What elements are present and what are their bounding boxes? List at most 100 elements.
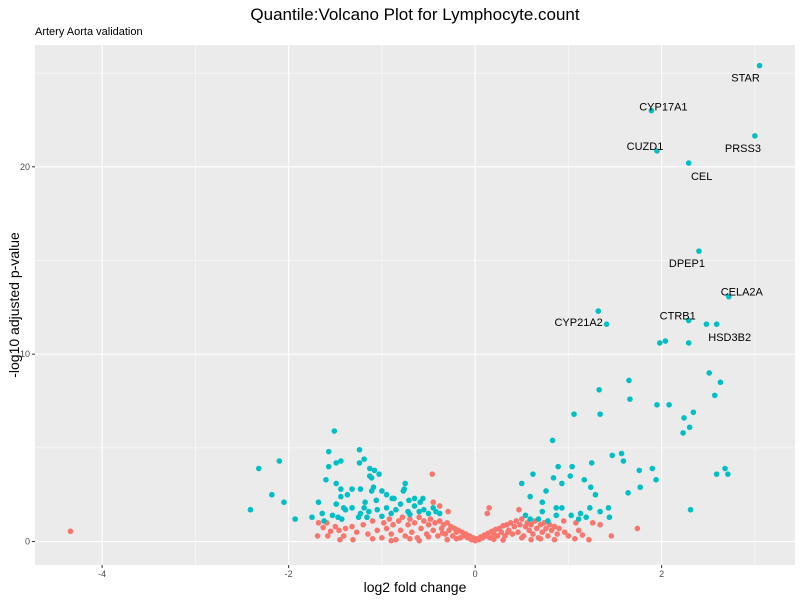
data-point-nonsignificant: [586, 536, 592, 543]
grid-lines: [35, 45, 795, 565]
data-point-nonsignificant: [399, 514, 406, 521]
gene-label: HSD3B2: [708, 332, 751, 344]
data-point-nonsignificant: [539, 529, 546, 536]
data-point-significant: [637, 484, 644, 491]
data-point-significant: [349, 505, 355, 511]
data-point-significant: [331, 428, 338, 434]
data-point-nonsignificant: [395, 518, 402, 524]
data-point-nonsignificant: [337, 536, 343, 543]
data-point-nonsignificant: [369, 518, 376, 524]
data-point-significant: [362, 499, 368, 506]
data-point-nonsignificant: [435, 533, 441, 539]
data-point-significant: [681, 415, 687, 421]
data-point-nonsignificant: [530, 531, 536, 537]
data-point-significant: [315, 499, 322, 506]
data-point-significant: [406, 497, 412, 504]
data-point-significant: [686, 424, 693, 431]
data-point-nonsignificant: [509, 531, 516, 537]
data-point-significant: [379, 488, 385, 494]
plot-panel: [35, 45, 795, 565]
data-point-nonsignificant: [515, 529, 521, 536]
data-point-nonsignificant: [349, 523, 355, 530]
data-point-significant: [543, 488, 549, 494]
data-point-significant: [539, 508, 546, 515]
data-point-nonsignificant: [518, 516, 525, 522]
data-point-significant: [656, 340, 663, 346]
data-point-nonsignificant: [425, 534, 432, 540]
gene-label: DPEP1: [669, 258, 705, 270]
data-point-nonsignificant: [327, 528, 334, 535]
data-point-nonsignificant: [561, 529, 568, 536]
data-point-significant: [703, 321, 710, 328]
data-point-nonsignificant: [430, 527, 436, 534]
data-point-significant: [625, 490, 631, 496]
data-point-nonsignificant: [565, 533, 572, 539]
data-point-significant: [626, 377, 632, 384]
data-point-significant: [609, 452, 616, 459]
data-point-nonsignificant: [444, 520, 450, 526]
gene-label: CELA2A: [721, 287, 764, 299]
data-point-significant: [319, 510, 326, 517]
data-point-significant: [364, 514, 370, 521]
data-point-significant: [596, 386, 602, 393]
data-point-nonsignificant: [350, 536, 356, 543]
data-point-significant: [569, 463, 575, 470]
data-point-significant: [654, 401, 660, 408]
data-point-significant: [662, 338, 669, 344]
data-point-significant: [376, 471, 382, 477]
data-point-nonsignificant: [332, 523, 339, 530]
gene-label: CUZD1: [627, 141, 664, 153]
data-point-significant: [338, 486, 344, 492]
data-point-significant: [527, 493, 533, 500]
data-point-significant: [690, 409, 697, 416]
data-point-nonsignificant: [439, 530, 446, 536]
data-point-labeled: [756, 62, 763, 69]
data-point-nonsignificant: [579, 532, 586, 538]
data-point-significant: [687, 506, 694, 513]
data-point-significant: [338, 493, 344, 500]
data-point-nonsignificant: [560, 518, 567, 524]
data-point-nonsignificant: [589, 520, 596, 526]
data-point-nonsignificant: [380, 520, 387, 526]
data-point-significant: [567, 473, 574, 479]
chart-subtitle: Artery Aorta validation: [35, 26, 143, 38]
data-point-nonsignificant: [430, 499, 436, 506]
y-tick-label: 20: [20, 162, 30, 172]
x-tick-label: -4: [98, 569, 106, 579]
data-point-significant: [725, 471, 731, 477]
data-point-significant: [568, 512, 574, 519]
data-point-nonsignificant: [340, 533, 347, 539]
data-point-nonsignificant: [402, 533, 409, 539]
data-point-nonsignificant: [444, 536, 450, 543]
data-point-nonsignificant: [634, 525, 641, 532]
data-point-significant: [587, 505, 593, 511]
data-point-significant: [620, 458, 627, 464]
data-point-significant: [292, 516, 298, 522]
y-tick-label: 10: [20, 349, 30, 359]
data-point-nonsignificant: [498, 529, 505, 536]
data-point-nonsignificant: [545, 533, 551, 539]
data-point-significant: [722, 465, 728, 472]
data-point-significant: [571, 411, 577, 417]
gene-label: CYP17A1: [639, 102, 687, 114]
y-axis-label: -log10 adjusted p-value: [6, 232, 22, 378]
gene-labels: STAR CYP17A1 CUZD1 PRSS3 CEL DPEP1 CELA2A CTRB1…: [554, 73, 763, 345]
data-point-nonsignificant: [429, 471, 436, 477]
data-point-significant: [588, 460, 595, 466]
data-point-nonsignificant: [393, 536, 399, 543]
data-point-nonsignificant: [314, 533, 321, 539]
data-point-significant: [373, 497, 380, 504]
data-point-nonsignificant: [551, 523, 558, 530]
data-point-nonsignificant: [533, 525, 540, 532]
data-point-significant: [666, 401, 672, 408]
data-point-nonsignificant: [504, 529, 511, 536]
data-point-nonsignificant: [390, 521, 396, 528]
data-point-significant: [388, 510, 395, 517]
y-axis-ticks: 0 10 20: [20, 162, 35, 547]
data-point-nonsignificant: [445, 508, 451, 515]
data-point-significant: [368, 475, 375, 481]
data-point-significant: [636, 467, 643, 474]
data-point-nonsignificant: [436, 503, 443, 509]
data-point-nonsignificant: [543, 525, 549, 532]
data-point-significant: [333, 501, 340, 507]
